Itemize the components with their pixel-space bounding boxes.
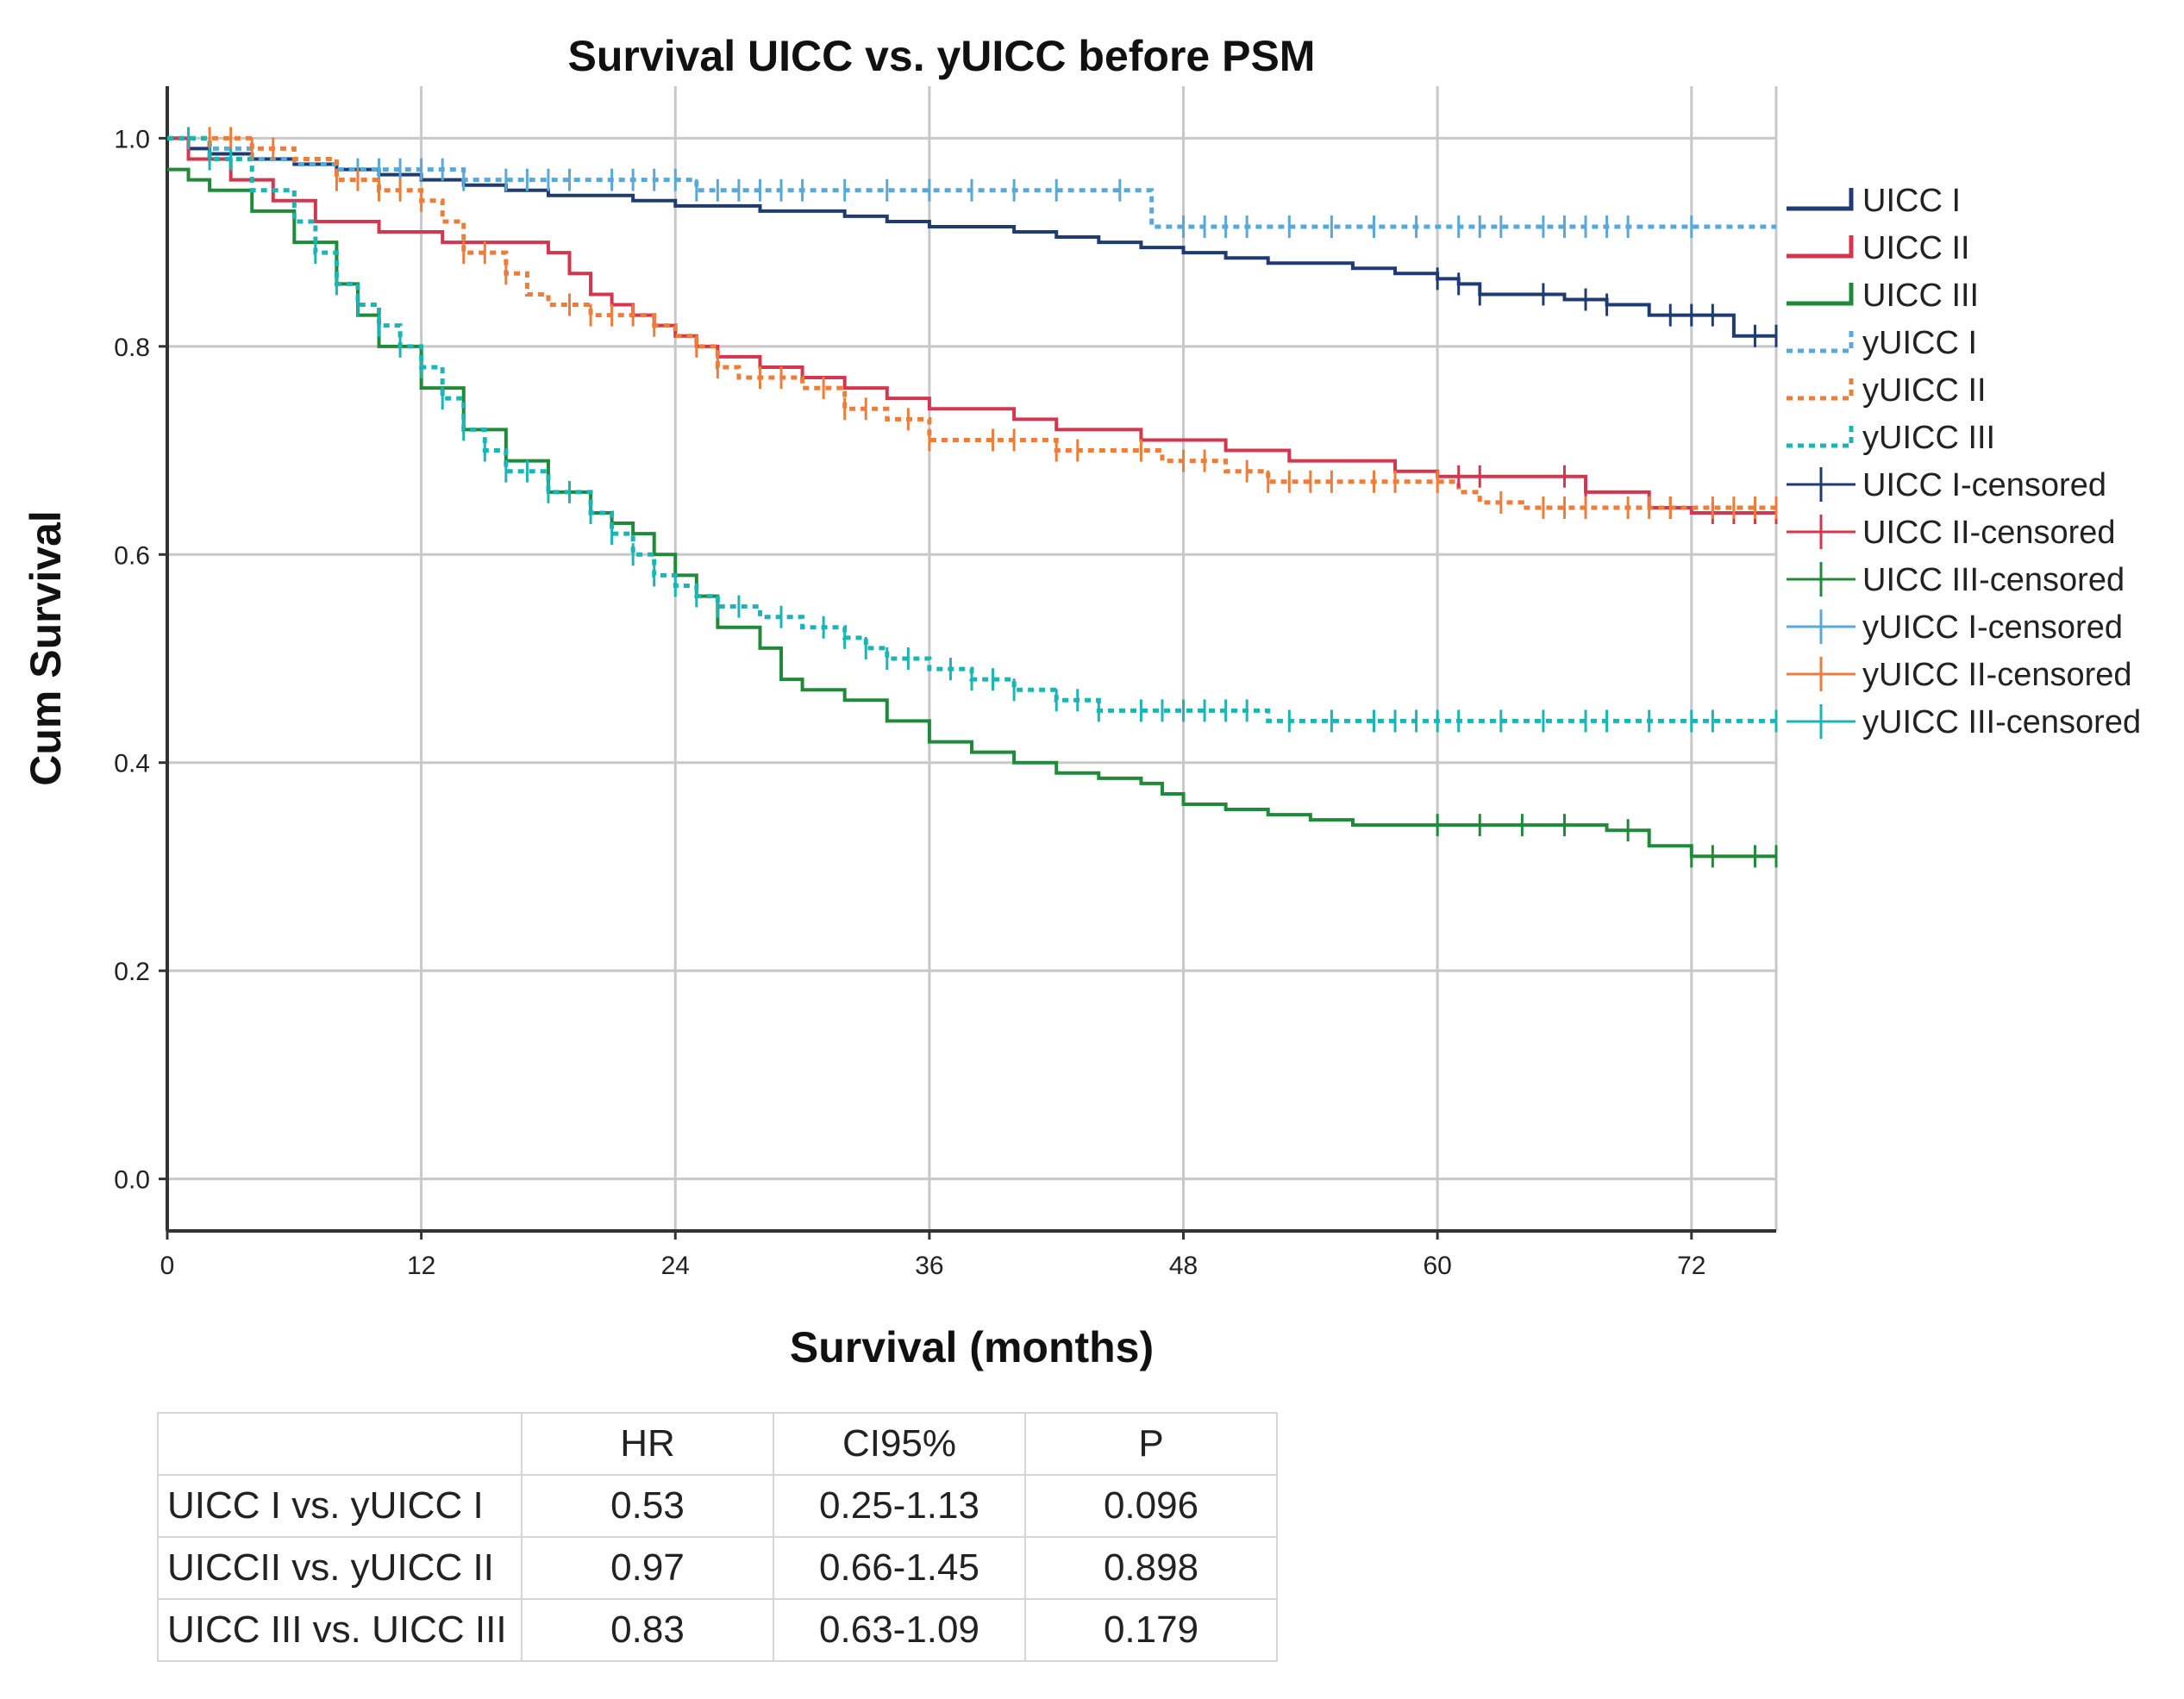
legend-label-yuicc-iii: yUICC III	[1862, 420, 1995, 456]
series-line-uicc-iii	[167, 167, 1776, 859]
table-header-cell: CI95%	[773, 1412, 1026, 1476]
table-row: UICC I vs. yUICC I 0.53 0.25-1.13 0.096	[157, 1474, 1278, 1538]
y-tick-label: 0.8	[114, 334, 150, 362]
y-ticks: 0.0 0.2 0.4 0.6 0.8 1.0	[114, 125, 167, 1195]
x-tick-label: 60	[1423, 1252, 1451, 1280]
table-header-cell	[157, 1412, 523, 1476]
legend-label-yuicc-i-censored: yUICC I-censored	[1862, 609, 2123, 646]
y-tick-label: 0.2	[114, 958, 150, 986]
chart-title: Survival UICC vs. yUICC before PSM	[568, 32, 1316, 80]
table-header-cell: P	[1024, 1412, 1278, 1476]
x-tick-label: 72	[1677, 1252, 1705, 1280]
table-cell: UICC I vs. yUICC I	[157, 1474, 523, 1538]
legend-swatch-yuicc-iii	[1787, 425, 1854, 448]
table-row: UICCII vs. yUICC II 0.97 0.66-1.45 0.898	[157, 1536, 1278, 1600]
legend-label-uicc-iii-censored: UICC III-censored	[1862, 562, 2125, 598]
legend-swatch-uicc-ii	[1787, 235, 1854, 259]
x-axis-label: Survival (months)	[790, 1323, 1154, 1371]
y-tick-label: 0.4	[114, 750, 150, 778]
x-ticks: 0 12 24 36 48 60 72	[160, 1231, 1705, 1280]
x-tick-label: 36	[915, 1252, 943, 1280]
legend-swatch-uicc-iii	[1787, 283, 1854, 306]
x-tick-label: 0	[160, 1252, 175, 1280]
axes	[166, 86, 1776, 1233]
series-layer	[167, 135, 1776, 859]
table-row: UICC III vs. UICC III 0.83 0.63-1.09 0.1…	[157, 1598, 1278, 1662]
y-tick-label: 0.6	[114, 541, 150, 570]
table-cell: 0.66-1.45	[773, 1536, 1026, 1600]
x-tick-label: 24	[661, 1252, 690, 1280]
table-cell: 0.179	[1024, 1598, 1278, 1662]
grid	[167, 86, 1778, 1231]
table-cell: UICCII vs. yUICC II	[157, 1536, 523, 1600]
table-cell: 0.25-1.13	[773, 1474, 1026, 1538]
legend-swatch-yuicc-i	[1787, 330, 1854, 353]
table-cell: 0.096	[1024, 1474, 1278, 1538]
y-tick-label: 1.0	[114, 125, 150, 153]
table-cell: 0.83	[521, 1598, 774, 1662]
legend-label-yuicc-iii-censored: yUICC III-censored	[1862, 704, 2141, 740]
legend-swatch-uicc-i	[1787, 188, 1854, 211]
y-tick-label: 0.0	[114, 1166, 150, 1195]
hazard-ratio-table: HR CI95% P UICC I vs. yUICC I 0.53 0.25-…	[157, 1412, 1278, 1662]
legend-label-yuicc-ii: yUICC II	[1862, 372, 1987, 409]
legend-label-uicc-ii-censored: UICC II-censored	[1862, 515, 2116, 551]
table-cell: 0.898	[1024, 1536, 1278, 1600]
legend-label-uicc-ii: UICC II	[1862, 230, 1970, 266]
table-cell: 0.63-1.09	[773, 1598, 1026, 1662]
series-line-uicc-ii	[167, 136, 1776, 515]
table-header-row: HR CI95% P	[157, 1412, 1278, 1476]
x-tick-label: 12	[407, 1252, 435, 1280]
table-cell: 0.97	[521, 1536, 774, 1600]
table-header-cell: HR	[521, 1412, 774, 1476]
table-cell: UICC III vs. UICC III	[157, 1598, 523, 1662]
x-tick-label: 48	[1169, 1252, 1198, 1280]
legend-label-yuicc-ii-censored: yUICC II-censored	[1862, 657, 2132, 693]
legend: UICC I UICC II UICC III yUICC I yUICC II yUIC…	[1787, 183, 2141, 740]
legend-label-uicc-iii: UICC III	[1862, 278, 1979, 314]
y-axis-label: Cum Survival	[22, 510, 70, 786]
legend-label-uicc-i: UICC I	[1862, 183, 1961, 219]
legend-label-yuicc-i: yUICC I	[1862, 325, 1977, 361]
legend-swatch-yuicc-ii	[1787, 378, 1854, 401]
table-cell: 0.53	[521, 1474, 774, 1538]
censor-layer	[187, 127, 1778, 868]
legend-label-uicc-i-censored: UICC I-censored	[1862, 467, 2106, 503]
